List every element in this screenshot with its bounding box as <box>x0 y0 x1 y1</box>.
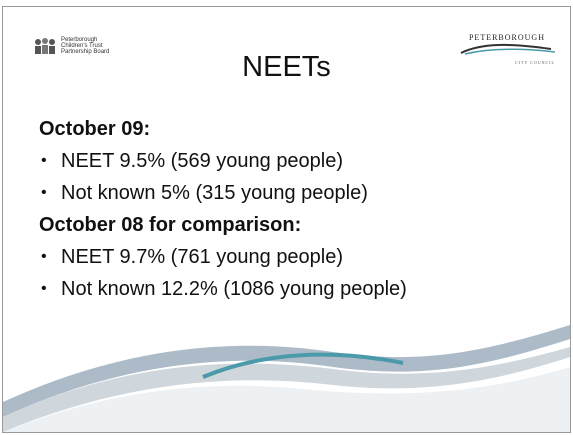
trust-logo: Peterborough Children's Trust Partnership … <box>33 37 109 55</box>
council-swoosh <box>460 43 556 55</box>
section-heading: October 08 for comparison: <box>39 214 302 236</box>
content: October 09:NEET 9.5% (569 young people)N… <box>39 113 559 305</box>
swoosh <box>3 325 570 432</box>
bullet-item: Not known 5% (315 young people) <box>39 177 559 209</box>
bullet-item: NEET 9.7% (761 young people) <box>39 241 559 273</box>
section-heading: October 09: <box>39 118 151 140</box>
bullet-item: NEET 9.5% (569 young people) <box>39 145 559 177</box>
council-logo: PETERBOROUGH CITY COUNCIL <box>451 33 563 65</box>
slide-title: NEETs <box>242 51 331 83</box>
trust-name-line: Partnership Board <box>61 49 110 55</box>
council-subtitle: CITY COUNCIL <box>515 60 555 65</box>
bullet-item: Not known 12.2% (1086 young people) <box>39 273 559 305</box>
trust-name: Peterborough Children's Trust Partnership … <box>61 37 109 55</box>
council-name: PETERBOROUGH <box>468 33 545 42</box>
slide: Peterborough Children's Trust Partnership … <box>2 6 571 433</box>
trust-name-line: Peterborough <box>61 37 98 43</box>
trust-icon <box>35 38 55 54</box>
trust-name-line: Children's Trust <box>61 43 103 49</box>
